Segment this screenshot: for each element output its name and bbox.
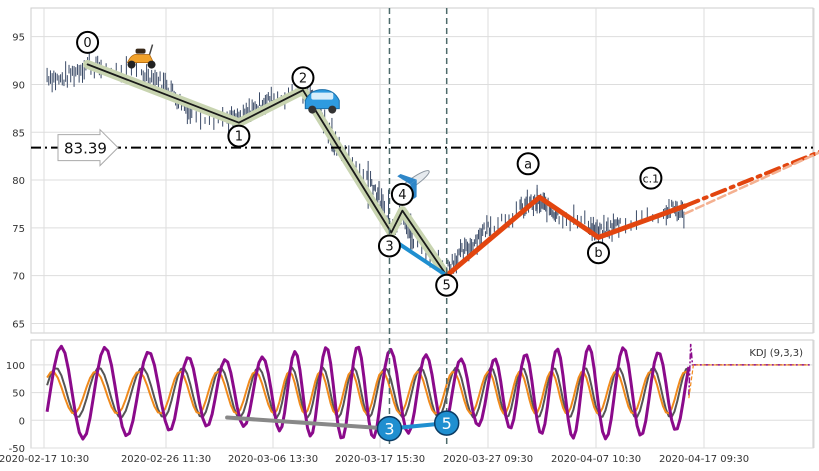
kdj-layer [45,343,810,441]
x-tick-label: 2020-03-06 13:30 [228,454,318,465]
wave-label-circle [639,166,663,190]
wave-projection [683,149,819,208]
x-tick-label: 2020-04-07 10:30 [551,454,641,465]
wave-label-text: 1 [235,130,243,145]
kdj-line-d [46,370,690,415]
kdj-circle-marker-text: 3 [384,420,394,439]
wave-label-text: 4 [398,188,406,203]
wave-label-text: c.1 [643,173,660,186]
airplane-wing [397,173,417,185]
kdj-flat-d [688,364,810,399]
wave-label-circle [586,241,610,265]
car-wheel [308,105,317,114]
price-panel-frame [30,7,814,334]
x-tick-label: 2020-04-17 09:30 [659,454,749,465]
price-y-tick-label: 75 [12,224,25,235]
airplane-wing [410,179,417,200]
price-y-tick-label: 80 [12,176,25,187]
wave-label-circle [435,273,459,297]
price-y-tick-label: 85 [12,128,25,139]
price-y-tick-label: 90 [12,80,25,91]
wave-layer [83,59,819,281]
x-tick-label: 2020-03-27 09:30 [443,454,533,465]
wave-label-circle [227,124,251,148]
scooter-icon [126,44,156,69]
scooter-seat [135,48,146,54]
car-window [311,92,334,100]
wave-correction [444,194,688,279]
kdj-circle-marker [376,415,403,442]
wave-label-circle [76,30,100,54]
wave-label-circle [516,152,540,176]
text-layer: 2020-02-17 10:30 2020-02-26 11:30 2020-03-… [0,30,803,465]
wave-impulse [86,63,448,277]
kdj-panel-frame [30,339,814,449]
scooter-stem [148,44,154,55]
wave-label-circle [377,234,401,258]
kdj-line-j [45,344,691,441]
kdj-y-tick-label: -50 [9,444,25,455]
kdj-circle-marker [433,410,460,436]
scooter-wheel [147,60,156,69]
wave-label-circle [390,182,414,206]
grid-layer [30,7,815,449]
level-label: 83.39 [64,140,107,158]
level-label-arrow [57,128,119,167]
x-tick-label: 2020-03-17 15:30 [335,454,425,465]
kdj-y-tick-label: 50 [12,389,25,400]
scooter-wheel [127,60,136,69]
wave-label-text: 0 [83,36,91,51]
price-y-tick-label: 95 [12,33,25,44]
scooter-body [126,53,155,63]
car-wheel [328,105,337,114]
price-y-tick-label: 65 [12,319,25,330]
price-y-tick-label: 70 [12,272,25,283]
x-tick-label: 2020-02-26 11:30 [121,454,211,465]
kdj-legend: KDJ (9,3,3) [749,348,803,359]
wave-label-text: a [524,157,532,172]
wave-label-text: b [594,246,602,261]
car-icon [304,89,340,114]
wave-projection-alt [683,151,819,215]
kdj-circle-marker-text: 5 [442,414,452,433]
overlay-layer [31,8,813,448]
wave-label-text: 2 [299,71,307,86]
wave-label-circle [291,66,315,90]
kdj-flat-j [688,343,810,396]
kdj-y-tick-label: 100 [6,361,25,372]
wave-label-text: 3 [385,240,393,255]
kdj-y-tick-label: 0 [19,416,25,427]
kdj-divergence-line [225,415,392,431]
x-tick-label: 2020-02-17 10:30 [0,454,89,465]
wave-label-text: 5 [443,279,451,294]
